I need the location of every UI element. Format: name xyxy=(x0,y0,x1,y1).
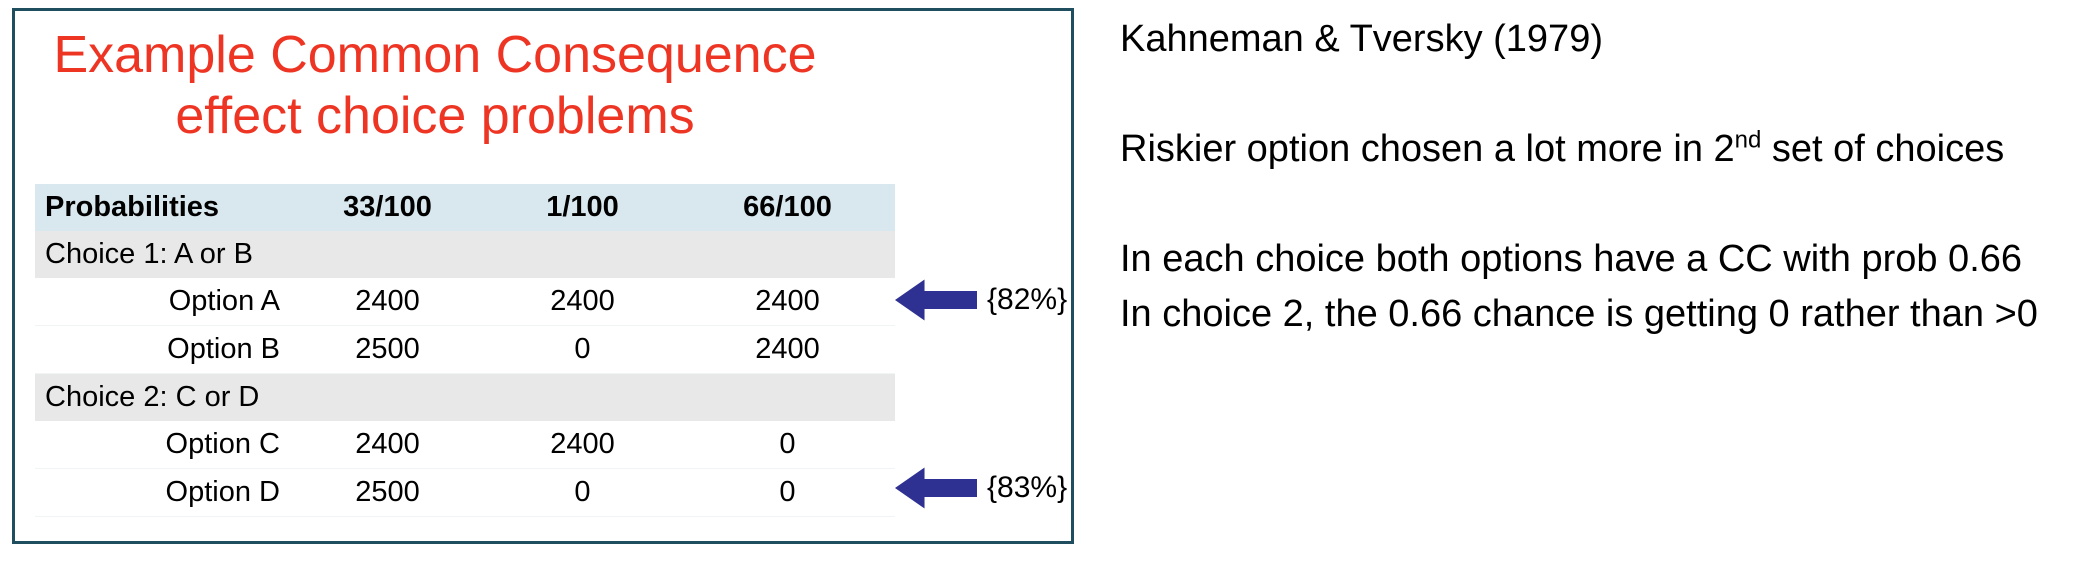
header-33-100: 33/100 xyxy=(290,183,485,231)
table-row-option-b: Option B 2500 0 2400 xyxy=(35,325,895,374)
notes-column: Kahneman & Tversky (1979) Riskier option… xyxy=(1120,12,2070,342)
table-row-choice-1: Choice 1: A or B xyxy=(35,230,895,278)
cell-option-a-66: 2400 xyxy=(680,277,895,326)
choice-problems-panel: Example Common Consequence effect choice… xyxy=(12,8,1074,544)
cell-option-b-66: 2400 xyxy=(680,325,895,374)
cell-option-b-33: 2500 xyxy=(290,325,485,374)
note-riskier-text: Riskier option chosen a lot more in 2 xyxy=(1120,128,1735,170)
header-probabilities: Probabilities xyxy=(35,183,290,231)
left-arrow-icon xyxy=(895,279,977,321)
empty-cell xyxy=(485,373,680,421)
annotation-option-d: {83%} xyxy=(895,465,1067,511)
cell-option-d-66: 0 xyxy=(680,468,895,517)
cell-option-d-1: 0 xyxy=(485,468,680,517)
row-label-option-d: Option D xyxy=(35,468,290,517)
table-row-choice-2: Choice 2: C or D xyxy=(35,373,895,421)
note-cc-line1: In each choice both options have a CC wi… xyxy=(1120,238,2023,280)
table-row-option-d: Option D 2500 0 0 xyxy=(35,468,895,517)
table-row-option-a: Option A 2400 2400 2400 xyxy=(35,277,895,326)
row-label-choice-1: Choice 1: A or B xyxy=(35,230,290,278)
table-row-option-c: Option C 2400 2400 0 xyxy=(35,420,895,469)
left-arrow-icon xyxy=(895,467,977,509)
panel-title-line1: Example Common Consequence xyxy=(53,26,817,84)
note-riskier-superscript: nd xyxy=(1734,126,1762,154)
cell-option-d-33: 2500 xyxy=(290,468,485,517)
row-label-choice-2: Choice 2: C or D xyxy=(35,373,290,421)
annotation-option-a-label: {82%} xyxy=(987,283,1068,316)
annotation-option-a: {82%} xyxy=(895,277,1067,323)
empty-cell xyxy=(290,373,485,421)
row-label-option-b: Option B xyxy=(35,325,290,374)
cell-option-a-1: 2400 xyxy=(485,277,680,326)
empty-cell xyxy=(680,373,895,421)
note-cc-line2: In choice 2, the 0.66 chance is getting … xyxy=(1120,293,2038,335)
header-1-100: 1/100 xyxy=(485,183,680,231)
note-common-consequence: In each choice both options have a CC wi… xyxy=(1120,232,2070,342)
row-label-option-a: Option A xyxy=(35,277,290,326)
choice-table: Probabilities 33/100 1/100 66/100 Choice… xyxy=(35,183,895,517)
cell-option-c-1: 2400 xyxy=(485,420,680,469)
note-riskier-text-cont: set of choices xyxy=(1761,128,2005,170)
panel-title: Example Common Consequence effect choice… xyxy=(15,11,855,148)
note-riskier-option: Riskier option chosen a lot more in 2nd … xyxy=(1120,122,2070,177)
cell-option-b-1: 0 xyxy=(485,325,680,374)
empty-cell xyxy=(680,230,895,278)
panel-title-line2: effect choice problems xyxy=(175,87,695,146)
header-66-100: 66/100 xyxy=(680,183,895,231)
note-citation: Kahneman & Tversky (1979) xyxy=(1120,18,1603,60)
cell-option-c-66: 0 xyxy=(680,420,895,469)
row-label-option-c: Option C xyxy=(35,420,290,469)
annotation-option-d-label: {83%} xyxy=(987,471,1068,504)
table-header-row: Probabilities 33/100 1/100 66/100 xyxy=(35,183,895,231)
empty-cell xyxy=(485,230,680,278)
cell-option-c-33: 2400 xyxy=(290,420,485,469)
cell-option-a-33: 2400 xyxy=(290,277,485,326)
empty-cell xyxy=(290,230,485,278)
